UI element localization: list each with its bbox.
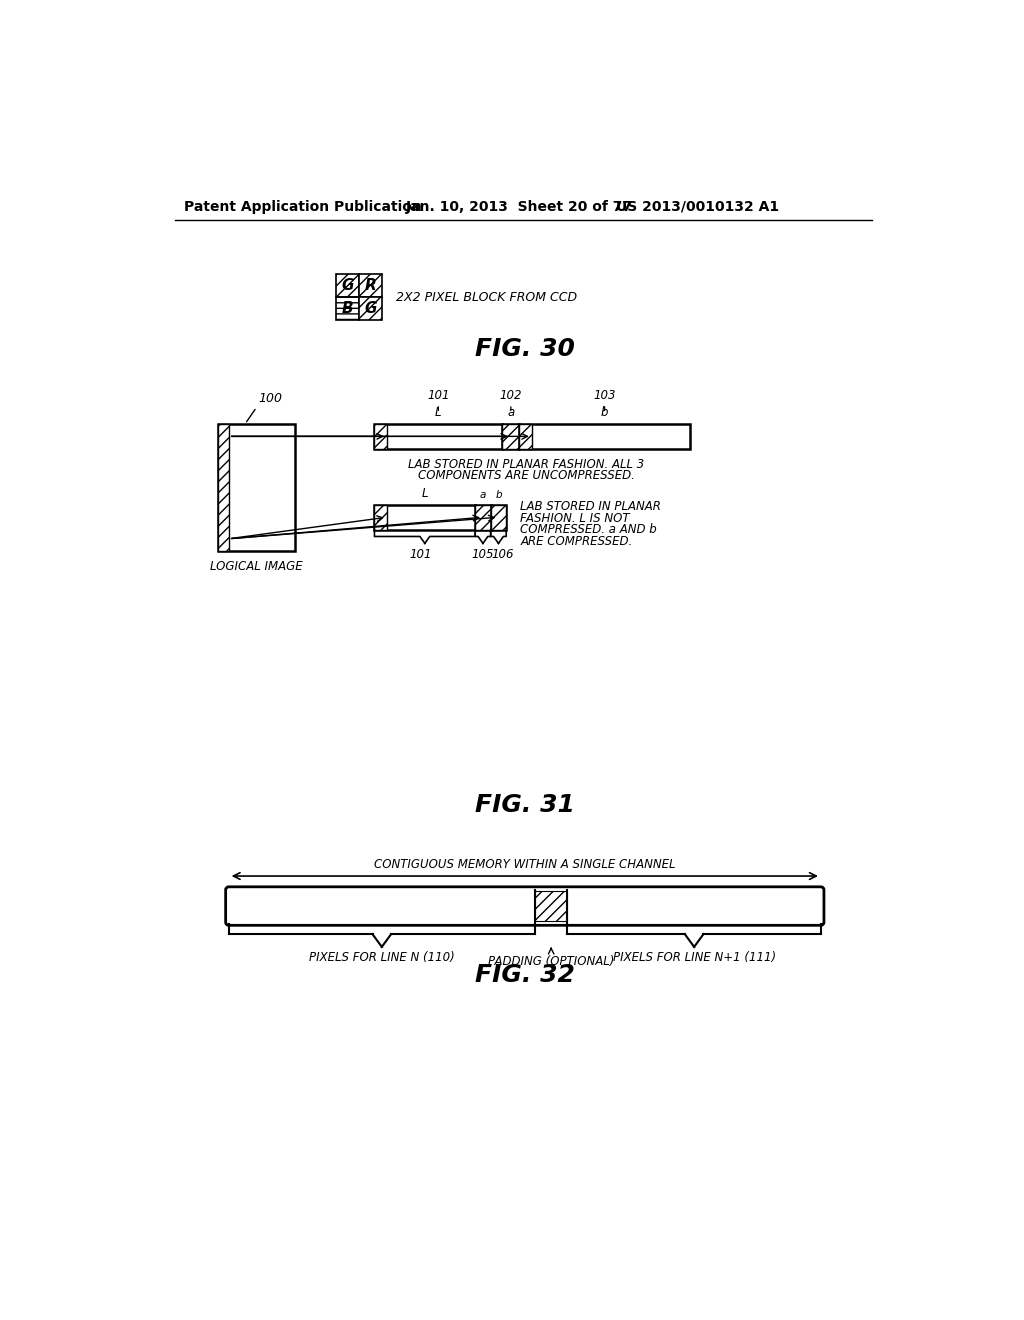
Text: a: a [480,490,486,500]
Bar [475,506,490,529]
Text: 103: 103 [593,389,615,403]
Text: COMPONENTS ARE UNCOMPRESSED.: COMPONENTS ARE UNCOMPRESSED. [418,469,635,482]
Text: FIG. 30: FIG. 30 [475,338,574,362]
Bar [218,424,228,552]
Text: Patent Application Publication: Patent Application Publication [183,199,422,214]
Bar [375,424,387,449]
Text: a: a [507,407,514,420]
Text: G: G [341,279,353,293]
Text: b: b [601,407,608,420]
Text: FIG. 31: FIG. 31 [475,793,574,817]
Text: PIXELS FOR LINE N (110): PIXELS FOR LINE N (110) [309,952,455,965]
Text: 106: 106 [492,548,514,561]
Bar [359,297,382,321]
Text: 2X2 PIXEL BLOCK FROM CCD: 2X2 PIXEL BLOCK FROM CCD [396,290,578,304]
Text: FIG. 32: FIG. 32 [475,962,574,986]
Text: b: b [496,490,502,500]
Text: R: R [365,279,377,293]
Text: LOGICAL IMAGE: LOGICAL IMAGE [210,560,303,573]
Text: ARE COMPRESSED.: ARE COMPRESSED. [520,535,633,548]
FancyBboxPatch shape [225,887,824,925]
Text: 102: 102 [500,389,522,403]
Text: COMPRESSED. a AND b: COMPRESSED. a AND b [520,524,657,536]
Text: 101: 101 [410,548,432,561]
Bar [359,275,382,297]
Bar [336,297,359,321]
Bar [375,506,387,529]
Text: L: L [435,407,441,420]
Text: L: L [422,487,428,500]
Bar [218,424,295,552]
Bar [519,424,531,449]
Text: PIXELS FOR LINE N+1 (111): PIXELS FOR LINE N+1 (111) [612,952,776,965]
Text: 100: 100 [258,392,283,405]
Bar [375,506,506,529]
Bar [490,506,506,529]
Text: FASHION. L IS NOT: FASHION. L IS NOT [520,512,630,525]
Bar [375,424,690,449]
Text: G: G [365,301,377,315]
Text: PADDING (OPTIONAL): PADDING (OPTIONAL) [488,954,614,968]
Text: 101: 101 [427,389,450,403]
Text: LAB STORED IN PLANAR FASHION. ALL 3: LAB STORED IN PLANAR FASHION. ALL 3 [409,458,644,471]
Text: US 2013/0010132 A1: US 2013/0010132 A1 [616,199,779,214]
Text: CONTIGUOUS MEMORY WITHIN A SINGLE CHANNEL: CONTIGUOUS MEMORY WITHIN A SINGLE CHANNE… [374,858,676,871]
Bar [503,424,519,449]
Text: 105: 105 [472,548,495,561]
Bar [336,275,359,297]
Text: LAB STORED IN PLANAR: LAB STORED IN PLANAR [520,500,662,513]
Text: B: B [342,301,353,315]
Bar [535,891,567,921]
Text: Jan. 10, 2013  Sheet 20 of 77: Jan. 10, 2013 Sheet 20 of 77 [406,199,633,214]
